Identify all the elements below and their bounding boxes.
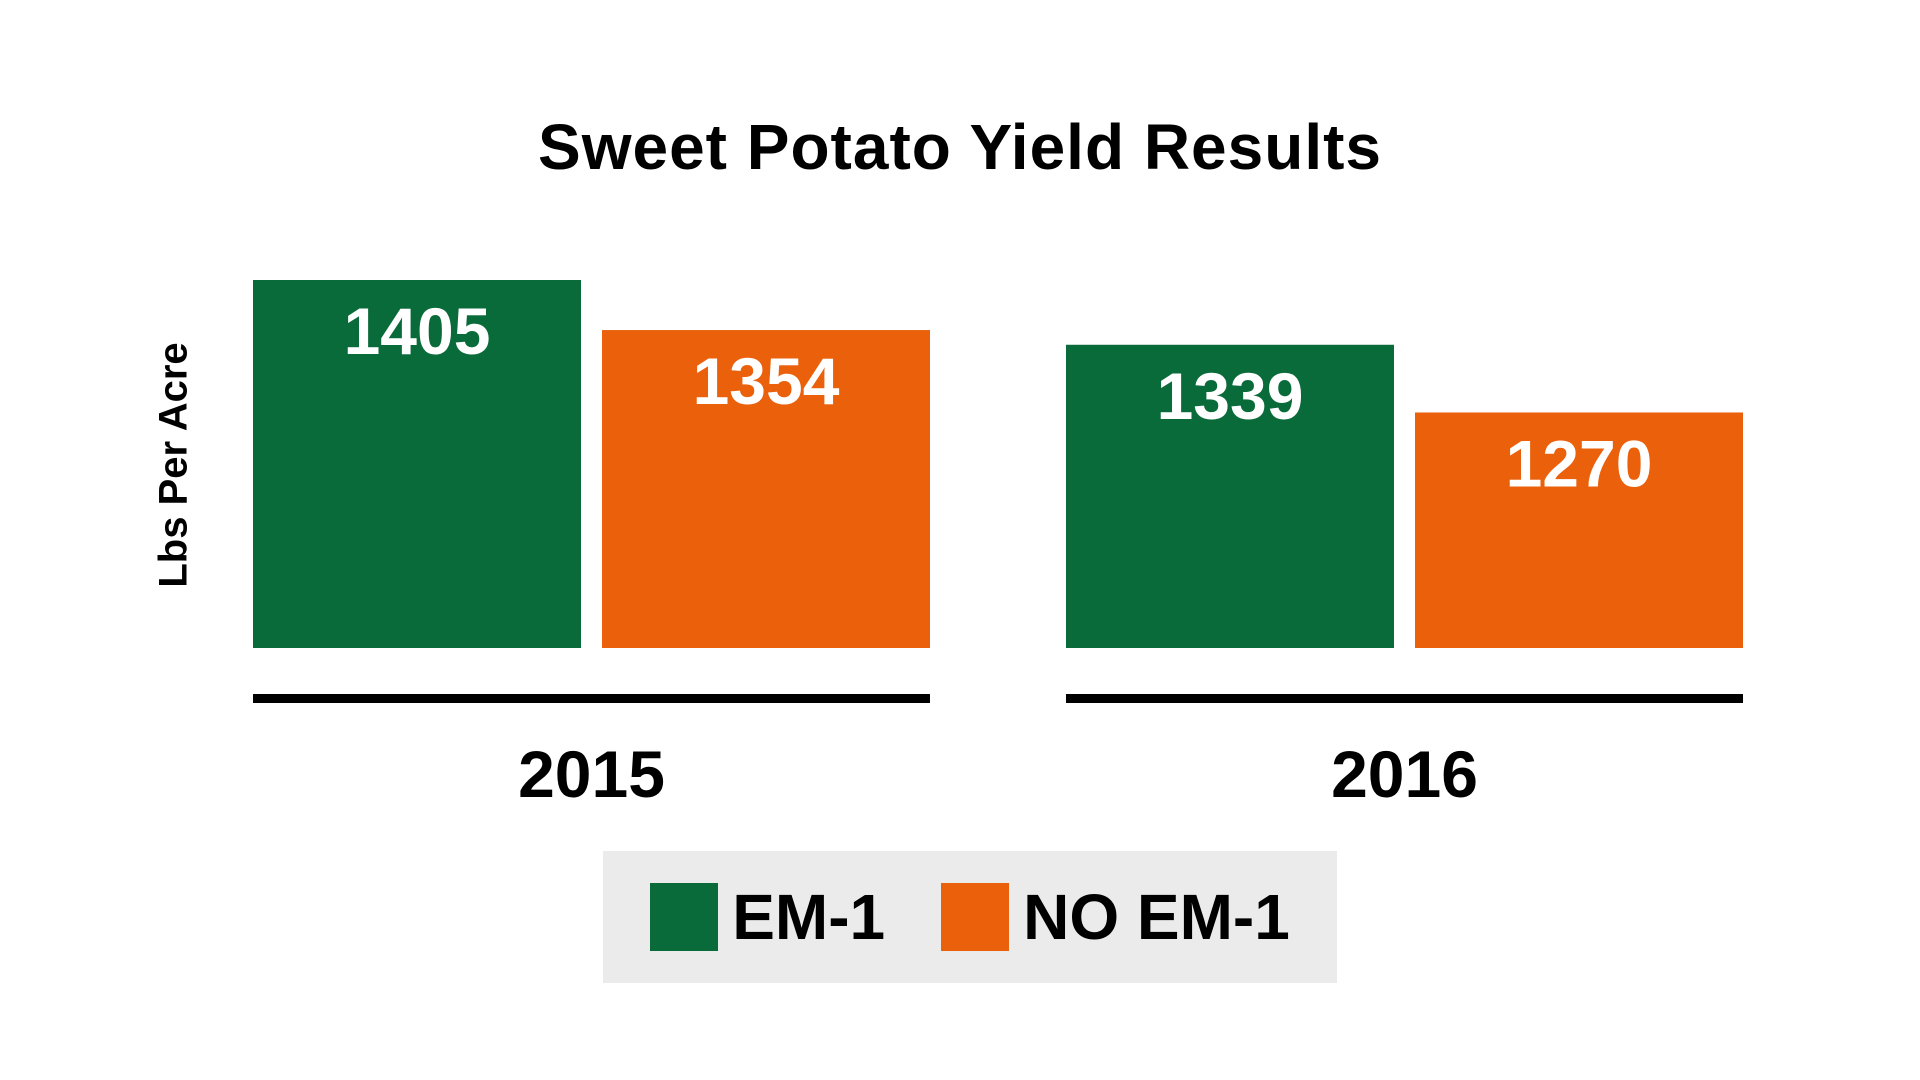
bar-value-label: 1270: [1506, 426, 1653, 500]
legend: EM-1 NO EM-1: [603, 851, 1337, 983]
bar-value-label: 1339: [1157, 359, 1304, 433]
legend-label-no-em1: NO EM-1: [1023, 881, 1290, 953]
legend-swatch-no-em1: [941, 883, 1010, 951]
bar-2015-em-1: [253, 280, 581, 648]
bar-value-label: 1405: [344, 294, 491, 368]
legend-item-em1: EM-1: [650, 883, 885, 951]
x-tick-label: 2016: [1331, 737, 1478, 811]
bar-2015-no-em-1: [602, 330, 930, 648]
x-axis-line-2015: [253, 694, 930, 703]
legend-item-no-em1: NO EM-1: [941, 883, 1290, 951]
legend-label-em1: EM-1: [732, 881, 886, 953]
bar-2016-em-1: [1066, 344, 1394, 648]
bar-2016-no-em-1: [1415, 412, 1743, 648]
x-tick-label: 2015: [518, 737, 665, 811]
bar-value-label: 1354: [693, 344, 840, 418]
legend-swatch-em1: [650, 883, 719, 951]
chart-title: Sweet Potato Yield Results: [538, 111, 1382, 183]
x-axis-line-2016: [1066, 694, 1743, 703]
